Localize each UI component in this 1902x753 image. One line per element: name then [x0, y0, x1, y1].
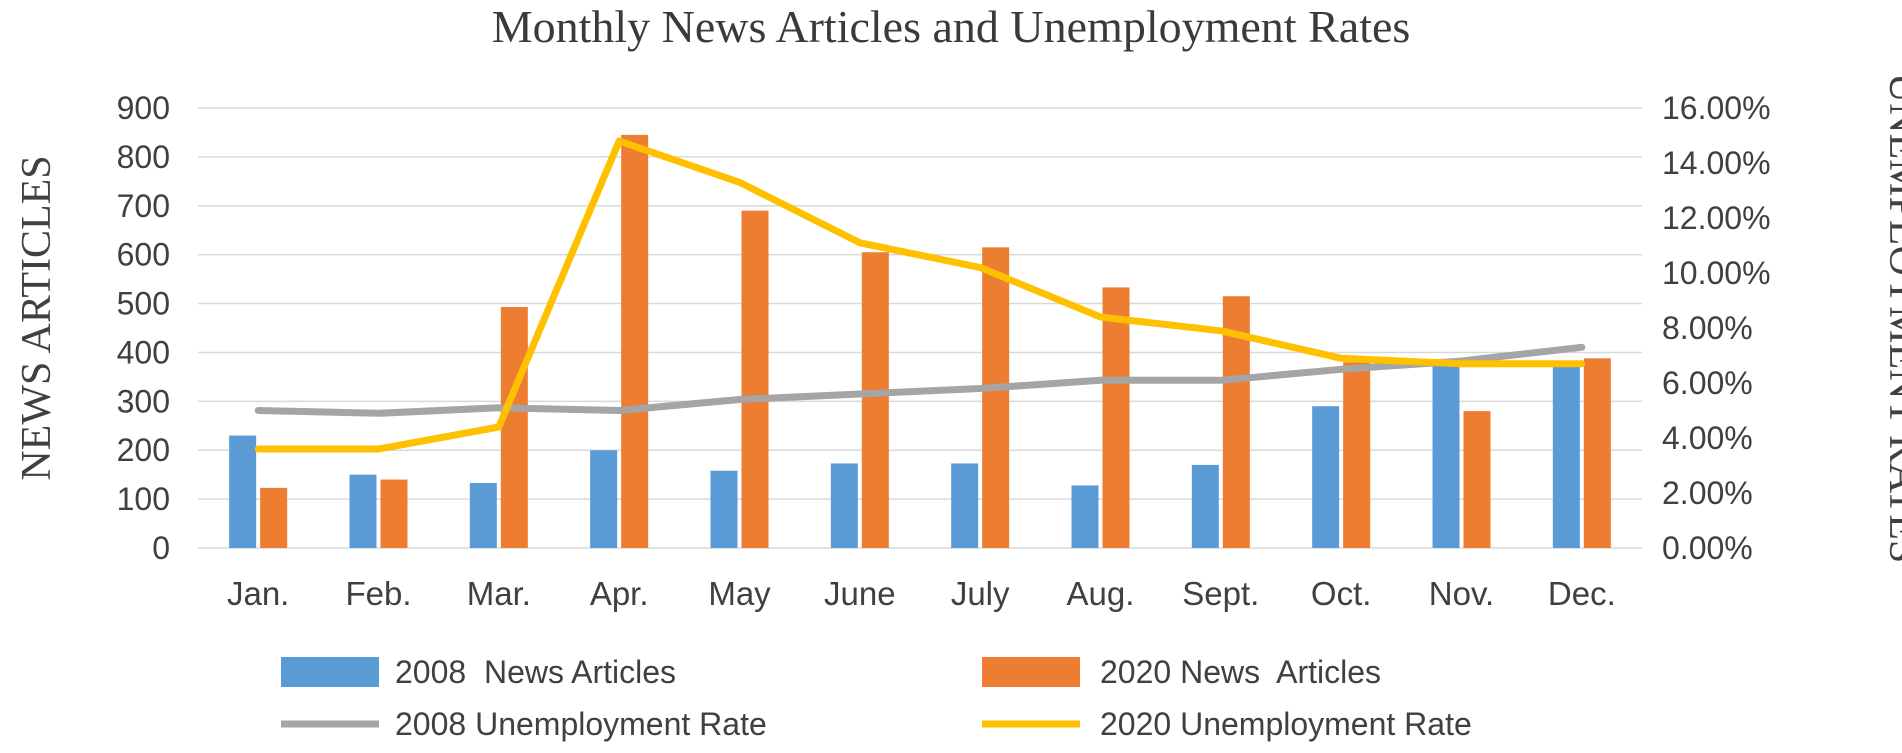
bar-2020-11	[1583, 358, 1611, 548]
left-tick-label: 0	[152, 530, 170, 566]
bar-2008-0	[229, 435, 257, 548]
right-tick-label: 12.00%	[1662, 200, 1771, 236]
legend-swatch	[281, 657, 379, 687]
right-tick-label: 10.00%	[1662, 255, 1771, 291]
bar-2020-2	[500, 306, 528, 548]
bar-2020-7	[1102, 287, 1130, 548]
bar-2008-10	[1432, 362, 1460, 548]
line-series	[254, 137, 1586, 453]
category-label: Oct.	[1311, 575, 1372, 612]
right-tick-label: 14.00%	[1662, 145, 1771, 181]
left-tick-label: 100	[117, 481, 170, 517]
left-tick-label: 600	[117, 237, 170, 273]
category-label: Nov.	[1429, 575, 1494, 612]
category-label: Feb.	[345, 575, 411, 612]
left-tick-label: 900	[117, 90, 170, 126]
legend-swatch	[982, 657, 1080, 687]
category-label: July	[951, 575, 1010, 612]
category-labels: Jan. Feb. Mar. Apr. May June July Aug. Sept. Oct.…	[227, 575, 1616, 612]
gridlines	[198, 107, 1642, 549]
left-tick-label: 700	[117, 188, 170, 224]
left-tick-label: 200	[117, 432, 170, 468]
category-label: May	[708, 575, 771, 612]
bar-2008-5	[830, 463, 858, 548]
left-tick-label: 300	[117, 383, 170, 419]
category-label: Sept.	[1182, 575, 1259, 612]
left-axis-title: NEWS ARTICLES	[14, 155, 60, 480]
bar-2020-9	[1343, 362, 1371, 548]
category-label: Apr.	[590, 575, 649, 612]
bar-2008-4	[710, 470, 738, 548]
legend-label: 2020 News Articles	[1100, 654, 1381, 690]
bar-2008-9	[1312, 406, 1340, 548]
bar-2008-2	[469, 482, 497, 548]
bar-2008-7	[1071, 485, 1099, 548]
bar-2020-0	[260, 487, 288, 548]
left-tick-label: 400	[117, 334, 170, 370]
line-2008-unemployment	[254, 343, 1586, 417]
right-tick-label: 16.00%	[1662, 90, 1771, 126]
bar-2020-1	[380, 479, 408, 548]
left-tick-label: 500	[117, 286, 170, 322]
chart-title: Monthly News Articles and Unemployment R…	[492, 1, 1411, 52]
bar-2020-10	[1463, 411, 1491, 548]
line-2020-unemployment	[254, 137, 1586, 453]
left-tick-label: 800	[117, 139, 170, 175]
right-tick-label: 2.00%	[1662, 475, 1753, 511]
legend-label: 2020 Unemployment Rate	[1100, 706, 1472, 742]
category-label: Jan.	[227, 575, 289, 612]
right-tick-label: 4.00%	[1662, 420, 1753, 456]
category-label: June	[824, 575, 896, 612]
category-label: Aug.	[1067, 575, 1135, 612]
bar-series	[229, 134, 1611, 549]
right-tick-label: 0.00%	[1662, 530, 1753, 566]
bar-2020-5	[861, 252, 889, 548]
legend-label: 2008 News Articles	[395, 654, 676, 690]
legend-label: 2008 Unemployment Rate	[395, 706, 767, 742]
bar-2008-3	[590, 450, 618, 548]
bar-2008-8	[1191, 464, 1219, 548]
bar-2008-11	[1552, 364, 1580, 548]
bar-2008-1	[349, 474, 377, 548]
right-axis-title: UNEMPLOYMENT RATES	[1880, 73, 1902, 563]
bar-2020-3	[621, 134, 649, 548]
bar-2020-6	[982, 247, 1010, 549]
left-axis-ticks: 0 100 200 300 400 500 600 700 800 900	[117, 90, 170, 566]
right-tick-label: 6.00%	[1662, 365, 1753, 401]
category-label: Mar.	[467, 575, 531, 612]
legend: 2008 News Articles 2020 News Articles 2008…	[281, 654, 1472, 742]
right-tick-label: 8.00%	[1662, 310, 1753, 346]
bar-2020-4	[741, 210, 769, 548]
category-label: Dec.	[1548, 575, 1616, 612]
bar-2008-6	[951, 463, 979, 548]
right-axis-ticks: 0.00% 2.00% 4.00% 6.00% 8.00% 10.00% 12.00% 14.…	[1662, 90, 1771, 566]
